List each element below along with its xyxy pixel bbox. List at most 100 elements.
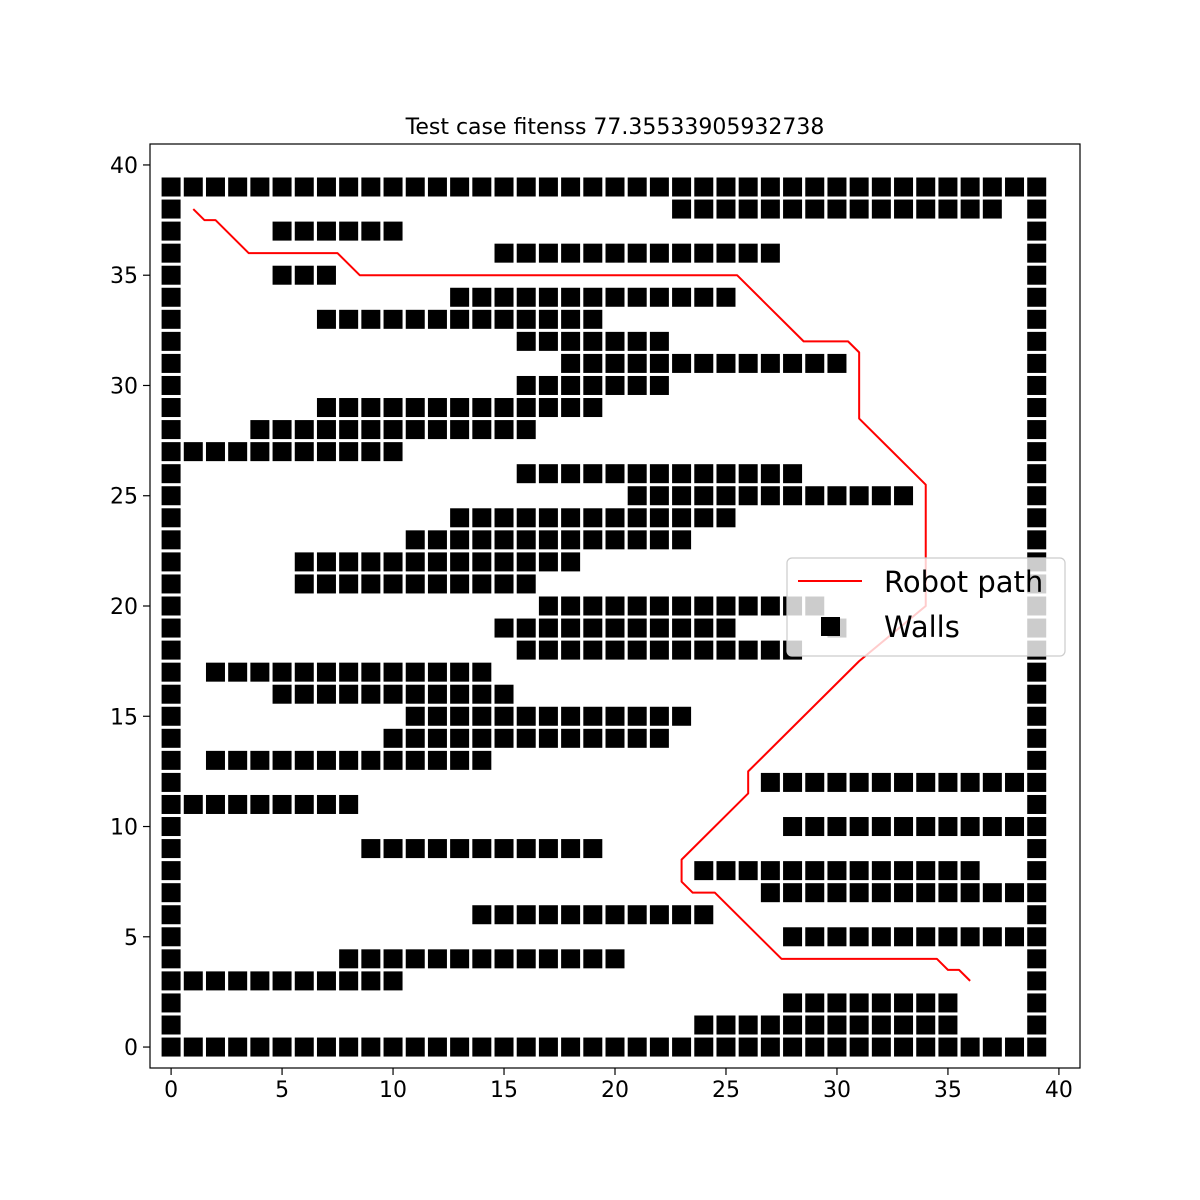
wall-marker [783, 817, 803, 837]
wall-marker [516, 574, 536, 594]
wall-marker [472, 508, 492, 528]
wall-marker [405, 309, 425, 329]
wall-marker [361, 839, 381, 859]
wall-marker [649, 353, 669, 373]
wall-marker [427, 398, 447, 418]
wall-marker [538, 596, 558, 616]
wall-marker [649, 640, 669, 660]
y-tick-label: 30 [110, 374, 138, 399]
wall-marker [871, 883, 891, 903]
wall-marker [161, 927, 181, 947]
wall-marker [649, 375, 669, 395]
wall-marker [871, 927, 891, 947]
wall-marker [450, 684, 470, 704]
wall-marker [760, 353, 780, 373]
wall-marker [738, 243, 758, 263]
wall-marker [561, 353, 581, 373]
wall-marker [161, 508, 181, 528]
wall-marker [450, 398, 470, 418]
wall-marker [1027, 420, 1047, 440]
wall-marker [694, 596, 714, 616]
wall-marker [672, 287, 692, 307]
y-tick-label: 10 [110, 816, 138, 841]
wall-marker [1027, 375, 1047, 395]
wall-marker [161, 375, 181, 395]
wall-marker [960, 772, 980, 792]
wall-marker [427, 177, 447, 197]
wall-marker [1027, 508, 1047, 528]
wall-marker [894, 817, 914, 837]
wall-marker [1027, 993, 1047, 1013]
wall-marker [561, 464, 581, 484]
wall-marker [472, 177, 492, 197]
wall-marker [161, 221, 181, 241]
wall-marker [538, 618, 558, 638]
wall-marker [738, 861, 758, 881]
wall-marker [294, 794, 314, 814]
wall-marker [427, 684, 447, 704]
wall-marker [605, 728, 625, 748]
wall-marker [871, 861, 891, 881]
wall-marker [894, 1037, 914, 1057]
wall-marker [738, 1015, 758, 1035]
wall-marker [250, 177, 270, 197]
wall-marker [205, 794, 225, 814]
wall-marker [1027, 949, 1047, 969]
wall-marker [1027, 309, 1047, 329]
wall-marker [450, 552, 470, 572]
wall-marker [805, 353, 825, 373]
wall-marker [561, 375, 581, 395]
wall-marker [649, 530, 669, 550]
wall-marker [605, 596, 625, 616]
wall-marker [161, 464, 181, 484]
wall-marker [1027, 442, 1047, 462]
wall-marker [316, 662, 336, 682]
wall-marker [272, 177, 292, 197]
wall-marker [871, 993, 891, 1013]
wall-marker [516, 243, 536, 263]
y-tick-label: 15 [110, 705, 138, 730]
wall-marker [738, 640, 758, 660]
wall-marker [849, 817, 869, 837]
wall-marker [716, 508, 736, 528]
wall-marker [805, 1037, 825, 1057]
wall-marker [272, 420, 292, 440]
wall-marker [827, 177, 847, 197]
wall-marker [161, 640, 181, 660]
wall-marker [494, 905, 514, 925]
wall-marker [627, 486, 647, 506]
wall-marker [583, 309, 603, 329]
wall-marker [938, 1015, 958, 1035]
wall-marker [405, 552, 425, 572]
wall-marker [472, 1037, 492, 1057]
wall-marker [161, 905, 181, 925]
wall-marker [605, 949, 625, 969]
wall-marker [383, 949, 403, 969]
wall-marker [316, 750, 336, 770]
wall-marker [894, 1015, 914, 1035]
wall-marker [161, 596, 181, 616]
wall-marker [383, 684, 403, 704]
y-tick-label: 5 [124, 926, 138, 951]
wall-marker [672, 177, 692, 197]
wall-marker [294, 684, 314, 704]
wall-marker [538, 331, 558, 351]
wall-marker [561, 287, 581, 307]
wall-marker [649, 706, 669, 726]
walls-layer [161, 177, 1047, 1057]
wall-marker [316, 684, 336, 704]
wall-marker [627, 508, 647, 528]
wall-marker [1005, 883, 1025, 903]
wall-marker [494, 420, 514, 440]
wall-marker [294, 420, 314, 440]
wall-marker [1027, 662, 1047, 682]
x-tick-label: 15 [490, 1078, 518, 1103]
wall-marker [472, 398, 492, 418]
wall-marker [250, 971, 270, 991]
wall-marker [583, 331, 603, 351]
wall-marker [605, 287, 625, 307]
wall-marker [538, 508, 558, 528]
wall-marker [627, 530, 647, 550]
wall-marker [383, 750, 403, 770]
wall-marker [672, 640, 692, 660]
